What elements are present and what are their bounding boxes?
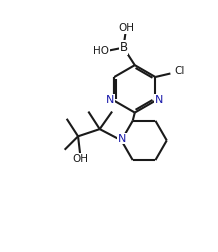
Text: OH: OH — [118, 23, 134, 33]
Text: N: N — [118, 134, 126, 144]
Text: B: B — [119, 41, 128, 54]
Text: Cl: Cl — [175, 66, 185, 76]
Text: N: N — [155, 95, 163, 105]
Text: N: N — [106, 95, 115, 105]
Text: HO: HO — [93, 46, 109, 56]
Text: OH: OH — [72, 154, 88, 164]
